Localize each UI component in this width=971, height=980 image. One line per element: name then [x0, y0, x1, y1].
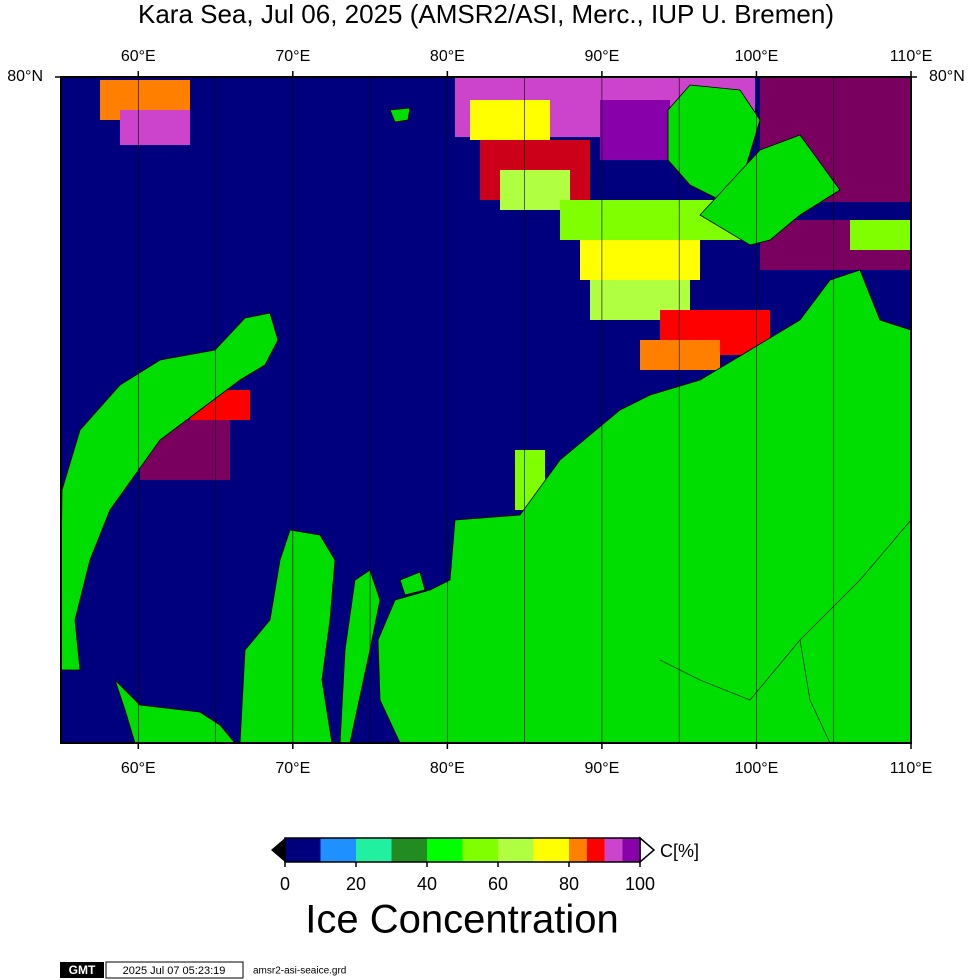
x-tick-label: 100°E: [735, 48, 779, 65]
colorbar: C[%] Ice Concentration 0 20 40 60 80 100: [271, 836, 699, 942]
colorbar-segment: [427, 838, 463, 862]
axes: 60°E 60°E 70°E 70°E 80°E 80°E 90°E 90°E 100°E 100…: [7, 48, 965, 777]
colorbar-title: Ice Concentration: [305, 898, 619, 942]
colorbar-segment: [569, 838, 587, 862]
x-tick-label: 60°E: [121, 48, 156, 65]
colorbar-segment: [356, 838, 392, 862]
colorbar-segment: [285, 838, 321, 862]
x-tick-label: 70°E: [275, 48, 310, 65]
colorbar-tick-label: 20: [346, 874, 366, 894]
x-tick-label: 110°E: [890, 48, 933, 65]
colorbar-segment: [586, 838, 605, 862]
x-tick-label: 90°E: [584, 48, 619, 65]
timestamp-box: [105, 961, 244, 979]
colorbar-under: [271, 838, 285, 862]
x-tick-label: 110°E: [890, 760, 933, 777]
colorbar-segment: [604, 838, 623, 862]
x-tick-label: 100°E: [735, 760, 779, 777]
logo: GMT: [69, 963, 96, 977]
colorbar-segment: [498, 838, 534, 862]
x-tick-label: 80°E: [430, 48, 465, 65]
colorbar-segment: [462, 838, 498, 862]
x-tick-label: 80°E: [430, 760, 465, 777]
logo-box: [60, 962, 104, 978]
title: Kara Sea, Jul 06, 2025 (AMSR2/ASI, Merc.…: [138, 0, 834, 29]
timestamp: 2025 Jul 07 05:23:19: [123, 965, 226, 977]
rivers: [659, 519, 911, 743]
x-tick-label: 70°E: [275, 760, 310, 777]
colorbar-unit: C[%]: [660, 841, 699, 861]
colorbar-segment: [391, 838, 427, 862]
colorbar-segment: [622, 838, 640, 862]
footer: GMT 2025 Jul 07 05:23:19 amsr2-asi-seaic…: [60, 961, 346, 979]
colorbar-frame: [284, 837, 641, 863]
colorbar-segment: [320, 838, 356, 862]
colorbar-segment: [533, 838, 569, 862]
colorbar-over: [639, 836, 656, 864]
y-tick-label: 80°N: [929, 68, 965, 85]
colorbar-tick-label: 100: [625, 874, 655, 894]
map-frame: [60, 76, 912, 744]
colorbar-tick-label: 60: [488, 874, 508, 894]
y-tick-label: 80°N: [7, 68, 43, 85]
x-tick-label: 60°E: [121, 760, 156, 777]
x-tick-label: 90°E: [584, 760, 619, 777]
map-area: [61, 77, 911, 743]
colorbar-tick-label: 40: [417, 874, 437, 894]
graticule: [137, 77, 911, 743]
colorbar-tick-label: 0: [280, 874, 290, 894]
file-name: amsr2-asi-seaice.grd: [253, 966, 346, 977]
land: [61, 84, 911, 743]
colorbar-tick-label: 80: [559, 874, 579, 894]
